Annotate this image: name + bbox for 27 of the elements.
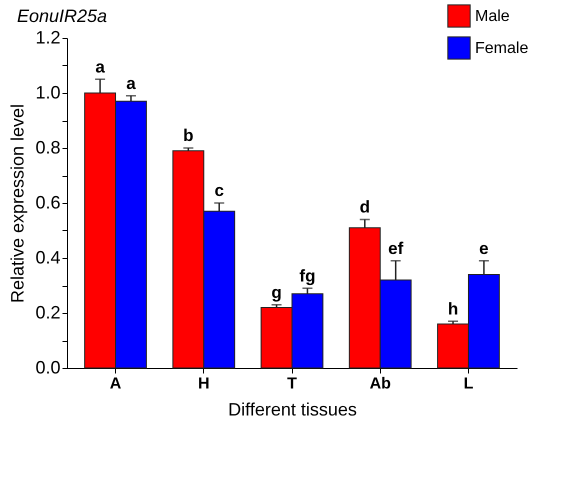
legend-label: Male (475, 8, 510, 25)
data-label: a (95, 57, 106, 76)
x-tick-label: H (198, 376, 210, 392)
data-label: b (183, 126, 194, 145)
legend-label: Female (475, 40, 528, 57)
data-label: d (360, 198, 370, 216)
y-tick-label: 0.4 (35, 248, 60, 268)
y-tick-label: 1.0 (35, 82, 60, 102)
y-axis-title: Relative expression level (7, 104, 28, 304)
x-axis-title: Different tissues (228, 400, 357, 420)
y-tick-label: 0.0 (35, 358, 60, 378)
data-label: fg (299, 266, 316, 286)
data-label: g (271, 282, 282, 302)
data-label: a (126, 74, 136, 93)
x-tick-label: A (110, 376, 122, 392)
data-label: ef (388, 238, 404, 258)
y-tick-label: 0.2 (35, 302, 60, 322)
chart-title: EonuIR25a (16, 6, 108, 26)
x-tick-label: T (287, 376, 298, 392)
y-tick-label: 0.6 (35, 192, 60, 212)
x-tick-label: L (464, 376, 474, 392)
y-tick-label: 1.2 (35, 28, 60, 48)
data-label: h (448, 299, 458, 318)
x-tick-label: Ab (370, 376, 392, 392)
data-label: e (479, 238, 489, 258)
y-tick-label: 0.8 (35, 138, 60, 158)
data-label: c (214, 181, 224, 200)
